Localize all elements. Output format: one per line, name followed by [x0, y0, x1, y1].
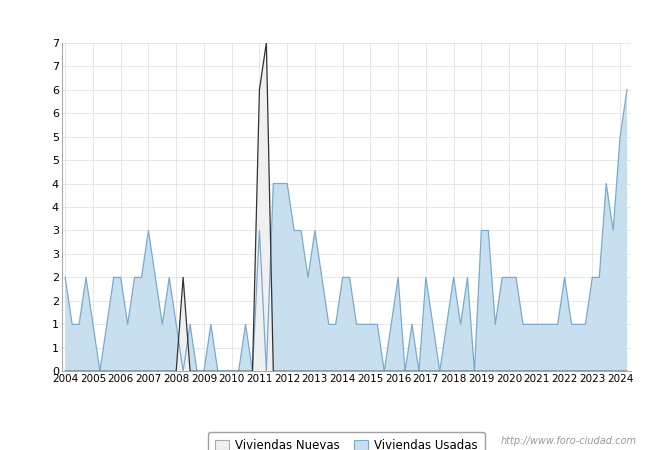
Legend: Viviendas Nuevas, Viviendas Usadas: Viviendas Nuevas, Viviendas Usadas	[208, 432, 484, 450]
Text: http://www.foro-ciudad.com: http://www.foro-ciudad.com	[501, 436, 637, 446]
Text: Zarra - Evolucion del Nº de Transacciones Inmobiliarias: Zarra - Evolucion del Nº de Transaccione…	[97, 11, 553, 26]
